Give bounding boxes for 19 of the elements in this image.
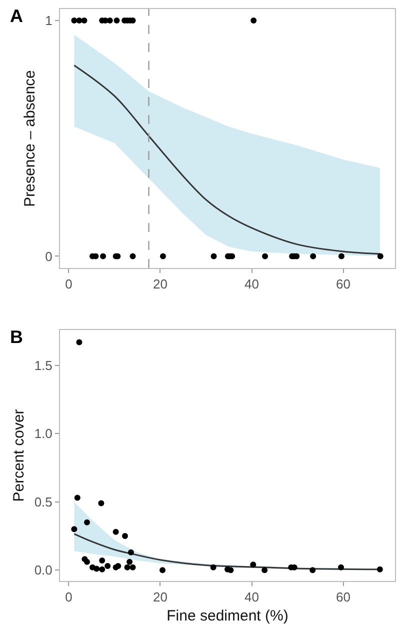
x-tick-label: 20	[152, 276, 168, 292]
y-axis-title: Presence – absence	[21, 70, 38, 207]
text: B	[10, 327, 23, 347]
y-tick-label: 1.5	[34, 358, 52, 374]
y-tick-label: 1.0	[34, 426, 52, 442]
x-tick-label: 40	[244, 276, 259, 292]
x-tick-label: 40	[244, 590, 259, 605]
y-tick-label: 0.5	[34, 494, 52, 510]
y-tick-label: 0	[45, 248, 52, 264]
x-tick-label: 60	[336, 590, 351, 605]
y-axis-title: Percent cover	[10, 409, 28, 502]
x-tick-label: 0	[65, 276, 72, 292]
x-tick-label: 0	[65, 590, 72, 605]
y-tick-label: 0.0	[34, 562, 52, 578]
x-tick-label: 60	[336, 276, 351, 292]
y-tick-label: 1	[45, 13, 52, 28]
x-axis-title: Fine sediment (%)	[166, 608, 288, 625]
text: A	[10, 6, 23, 26]
x-tick-label: 20	[152, 590, 168, 605]
